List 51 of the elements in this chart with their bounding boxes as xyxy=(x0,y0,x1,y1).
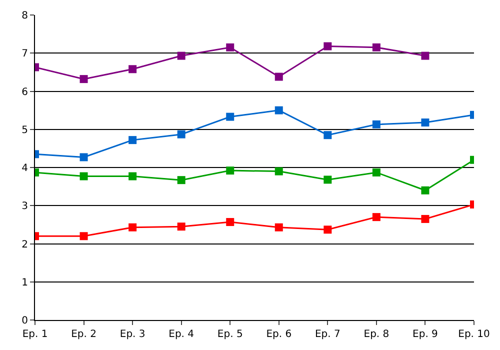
point xyxy=(274,223,283,232)
y-tick-label: 6 xyxy=(22,86,28,98)
point xyxy=(128,65,137,74)
x-tick-label: Ep. 10 xyxy=(458,329,490,340)
y-tick-label: 0 xyxy=(22,316,28,326)
x-tick-label: Ep. 9 xyxy=(412,329,438,340)
y-tick-label: 4 xyxy=(22,163,28,174)
point xyxy=(80,172,88,180)
point xyxy=(421,118,430,127)
point xyxy=(177,222,186,231)
y-tick-label: 3 xyxy=(22,201,28,212)
point xyxy=(372,213,380,222)
point xyxy=(80,75,88,84)
x-tick-label: Ep. 5 xyxy=(217,329,243,340)
point xyxy=(274,106,283,114)
point xyxy=(128,172,137,180)
point xyxy=(324,42,332,50)
point xyxy=(177,130,186,138)
point xyxy=(372,120,380,128)
point xyxy=(177,52,186,60)
point xyxy=(226,218,234,226)
y-tick-label: 1 xyxy=(22,277,28,288)
point xyxy=(226,112,234,121)
x-tick-label: Ep. 3 xyxy=(120,329,146,340)
point xyxy=(226,166,234,175)
point xyxy=(226,43,234,52)
point xyxy=(177,176,186,184)
point xyxy=(372,168,380,176)
point xyxy=(324,131,332,140)
point xyxy=(324,226,332,234)
point xyxy=(274,72,283,81)
point xyxy=(274,167,283,176)
x-tick-label: Ep. 7 xyxy=(314,329,340,340)
point xyxy=(80,153,88,162)
point xyxy=(128,223,137,232)
y-tick-label: 7 xyxy=(22,48,28,60)
x-tick-label: Ep. 6 xyxy=(266,329,292,340)
x-tick-label: Ep. 8 xyxy=(364,329,390,340)
y-tick-label: 8 xyxy=(22,10,28,22)
x-tick-label: Ep. 1 xyxy=(22,329,48,340)
point xyxy=(128,136,137,144)
point xyxy=(421,52,430,60)
x-tick-label: Ep. 4 xyxy=(168,329,194,340)
point xyxy=(80,232,88,240)
y-tick-label: 5 xyxy=(22,124,28,136)
point xyxy=(372,43,380,52)
point xyxy=(421,214,430,223)
point xyxy=(421,186,430,194)
point xyxy=(324,176,332,184)
x-tick-label: Ep. 2 xyxy=(71,329,96,340)
y-tick-label: 2 xyxy=(22,239,28,250)
